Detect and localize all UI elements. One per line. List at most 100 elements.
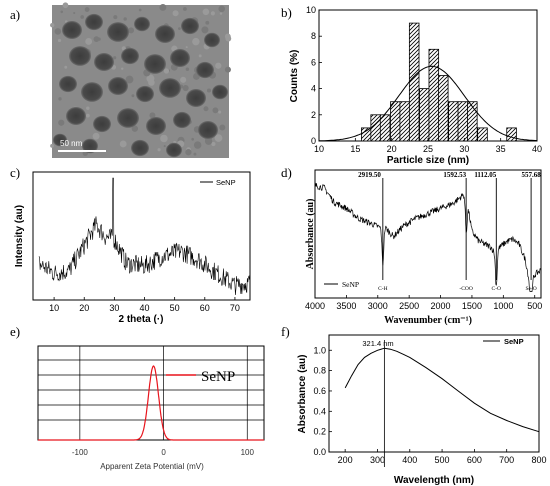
tem-nanoparticle [107,22,129,42]
d-xtick-label: 1000 [493,301,513,311]
panel-label-e: e) [10,324,20,339]
panel-label-f: f) [281,324,290,339]
b-ylabel: Counts (%) [289,50,300,103]
tem-nanoparticle [181,17,199,35]
tem-nanoparticle [173,111,191,129]
tem-grain [146,74,155,83]
f-ticks: 200 300 400 500 600 700 800 0.0 0.2 0.4 0.6 0.8 1.0 [313,345,546,465]
panel-label-b: b) [281,5,292,20]
tem-grain [218,110,222,114]
tem-nanoparticle [144,54,166,74]
d-peak-value: 1112.05 [474,171,496,179]
f-plot-frame [328,334,540,453]
tem-nanoparticle [81,82,103,102]
tem-nanoparticle [186,89,206,107]
tem-particles [50,2,232,158]
tem-grain [193,141,202,149]
tem-grain [50,22,55,28]
f-ylabel: Absorbance (au) [297,355,308,434]
b-bar [419,88,430,142]
panel-label-c: c) [10,165,20,180]
tem-grain [149,112,156,119]
tem-grain [180,76,187,83]
panel-c-xrd: 10 20 30 40 50 60 70 SeNP 2 theta (·) Intensit… [14,171,251,325]
b-bar [477,127,488,142]
e-series-line [38,365,264,441]
tem-grain [206,88,212,93]
b-ytick-label: 2 [311,110,316,120]
d-xtick-label: 3000 [368,301,388,311]
tem-grain [64,20,68,23]
panel-label-a: a) [10,7,20,22]
tem-grain [58,119,65,126]
b-xtick-label: 35 [496,144,506,154]
d-peak-value: 557.68 [521,171,541,179]
b-ytick-label: 4 [311,84,316,94]
panel-f-uvvis: 321.4 nm 200 300 400 500 600 700 800 0.0 0.2 0.4 0… [297,334,547,486]
d-xtick-label: 1500 [462,301,482,311]
tem-grain [201,26,209,34]
tem-nanoparticle [155,25,175,43]
f-annotation-label: 321.4 nm [362,339,393,348]
tem-grain [159,4,167,11]
c-xtick-label: 10 [49,303,59,313]
tem-grain [210,11,215,16]
tem-grain [131,94,135,98]
d-xtick-label: 2000 [431,301,451,311]
tem-grain [160,134,168,143]
d-peak-markers: 2919.50 C-H 1592.53 -COO 1112.05 C-O 557.68 Se-… [358,171,541,292]
f-xtick-label: 800 [531,455,546,465]
tem-grain [205,20,210,25]
tem-scale-bar-label: 50 nm [60,139,83,148]
c-xlabel: 2 theta (·) [119,314,164,325]
f-ytick-label: 0.6 [313,386,326,396]
b-bars [361,22,517,142]
tem-nanoparticle [59,75,77,93]
b-bar [408,22,420,142]
tem-grain [54,28,62,35]
e-xlabel: Apparent Zeta Potential (mV) [100,462,204,471]
b-bar [428,48,440,142]
tem-nanoparticle [69,46,91,66]
tem-grain [203,106,209,112]
d-peak-assignment: C-O [492,286,502,292]
e-xtick-label: 100 [241,448,255,457]
tem-nanoparticle [159,78,181,98]
tem-grain [125,75,134,84]
d-ylabel: Absorbance (au) [305,199,316,270]
tem-nanoparticle [94,53,114,71]
d-peak-assignment: -COO [459,286,472,292]
tem-grain [85,38,93,45]
tem-nanoparticle [53,133,67,147]
tem-grain [121,67,124,70]
tem-grain [211,141,216,147]
b-xtick-label: 25 [423,144,433,154]
d-peak-value: 1592.53 [443,171,466,179]
tem-nanoparticle [212,84,228,100]
tem-grain [218,5,226,13]
c-xtick-label: 50 [170,303,180,313]
tem-nanoparticle [108,77,128,95]
d-peak-assignment: C-H [378,286,388,292]
tem-nanoparticle [170,49,190,67]
tem-grain [163,68,170,74]
tem-grain [224,33,231,40]
tem-grain [113,15,118,20]
e-ticks: -100 0 100 [72,448,255,457]
b-bar [370,114,381,142]
c-series-line [38,177,250,296]
b-xlabel: Particle size (nm) [387,155,469,166]
tem-grain [182,85,189,92]
e-xtick-label: 0 [161,448,166,457]
tem-grain [185,46,188,49]
b-bar [457,101,469,142]
panel-label-d: d) [281,165,292,180]
c-plot-frame [32,171,251,301]
tem-grain [202,8,210,16]
tem-grain [93,36,100,42]
b-bar [379,114,391,142]
e-grid [38,346,264,440]
tem-grain [64,65,68,69]
b-ytick-label: 0 [311,136,316,146]
d-xtick-label: 2500 [399,301,419,311]
